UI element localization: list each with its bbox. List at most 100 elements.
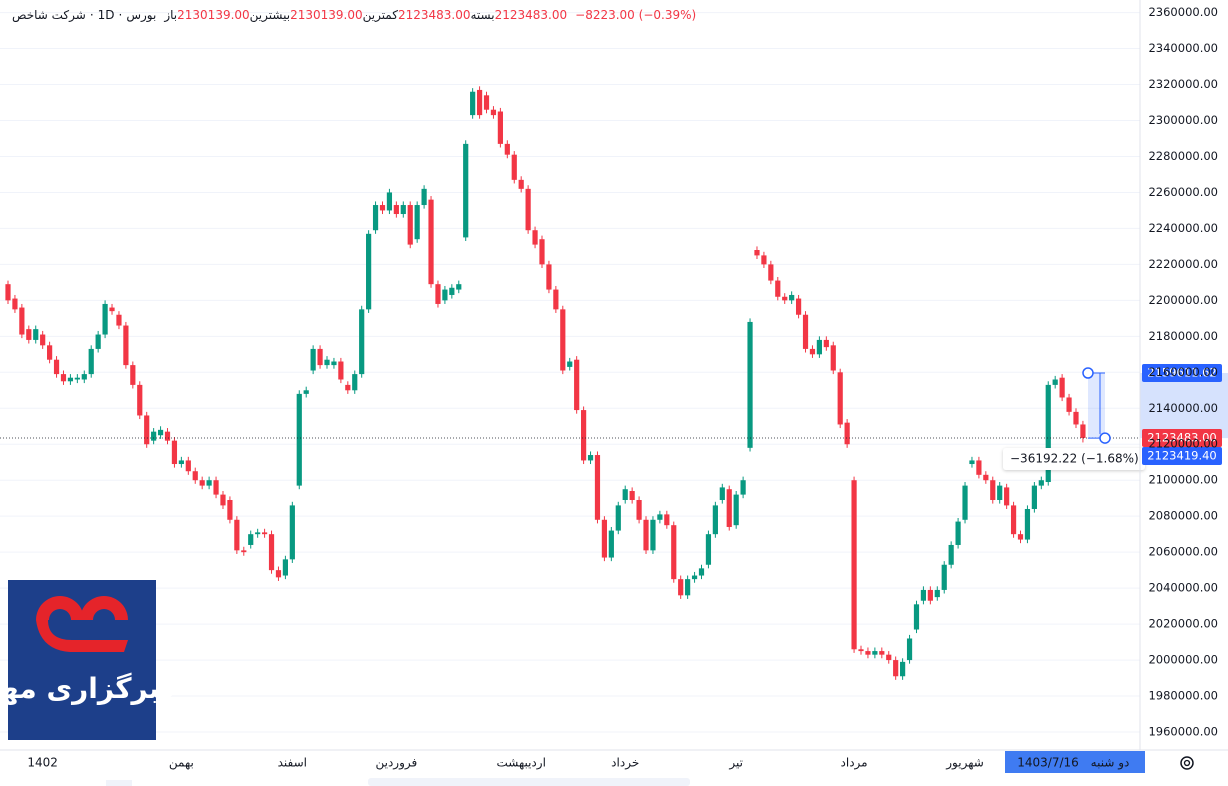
scroll-handle[interactable]	[106, 780, 132, 786]
y-tick-label: 2080000.00	[1148, 509, 1218, 523]
candle-body	[1045, 384, 1051, 483]
x-tick-label: اردیبهشت	[496, 756, 545, 771]
candle-body	[587, 455, 594, 461]
candle-body	[608, 530, 614, 558]
candle-body	[671, 525, 677, 580]
candle-body	[802, 314, 809, 349]
date-value: 1403/7/16	[1017, 756, 1079, 770]
settings-button[interactable]	[1180, 756, 1194, 770]
candle-body	[400, 205, 406, 215]
logo: خبرگزاری مهر	[0, 580, 181, 740]
candle-body	[969, 460, 975, 465]
candle-body	[241, 550, 247, 553]
candle-body	[643, 519, 649, 551]
open-value: 2130139.00	[177, 8, 250, 22]
candle-body	[421, 188, 427, 206]
candle-body	[268, 534, 275, 571]
candle-body	[844, 422, 850, 445]
candle-body	[685, 579, 691, 596]
candle-body	[553, 289, 559, 310]
candle-body	[12, 298, 18, 310]
candle-body	[33, 329, 39, 340]
candle-body	[26, 329, 32, 340]
candle-body	[310, 348, 316, 371]
x-tick-label: 1402	[27, 756, 58, 770]
y-tick-label: 2040000.00	[1148, 581, 1218, 595]
candle-body	[1038, 480, 1044, 486]
candle-body	[941, 564, 947, 590]
candle-body	[740, 480, 746, 495]
measure-handle	[1082, 367, 1094, 379]
y-tick-label: 2300000.00	[1148, 113, 1218, 127]
high-value: 2130139.00	[290, 8, 363, 22]
candle-body	[997, 485, 1003, 500]
candle-body	[490, 109, 497, 116]
candle-body	[650, 519, 656, 551]
candle-body	[678, 579, 684, 596]
y-tick-label: 2180000.00	[1148, 329, 1218, 343]
date-box	[1005, 751, 1145, 773]
candle-body	[976, 460, 982, 475]
candle-body	[317, 348, 323, 366]
candle-body	[990, 480, 996, 500]
y-tick-label: 2000000.00	[1148, 653, 1218, 667]
candle-body	[483, 95, 490, 110]
open-label: باز	[164, 8, 178, 22]
candle-body	[261, 532, 268, 535]
x-tick-label: تیر	[728, 756, 743, 771]
candle-body	[574, 359, 580, 411]
candle-body	[1031, 485, 1037, 509]
price-label: 2123419.40	[1147, 448, 1217, 462]
candle-body	[81, 374, 87, 380]
change-value: −8223.00 (−0.39%)	[575, 8, 697, 22]
candle-body	[345, 384, 351, 391]
y-tick-label: 2220000.00	[1148, 257, 1218, 271]
grid	[0, 12, 1140, 733]
y-tick-label: 1980000.00	[1148, 689, 1218, 703]
y-tick-label: 2280000.00	[1148, 149, 1218, 163]
candle-body	[1024, 508, 1031, 540]
candle-body	[303, 390, 309, 394]
candle-body	[234, 519, 240, 551]
candle-body	[470, 91, 476, 116]
measure-text: −36192.22 (−1.68%) −36	[1010, 452, 1168, 466]
candle-body	[1066, 397, 1072, 412]
scrollbar[interactable]	[368, 778, 690, 786]
candle-body	[1059, 377, 1065, 398]
candle-body	[407, 205, 413, 245]
candle-body	[463, 143, 469, 238]
candle-body	[206, 480, 212, 486]
candle-body	[456, 284, 462, 290]
y-tick-label: 2100000.00	[1148, 473, 1218, 487]
candle-body	[275, 570, 282, 578]
candle-body	[449, 287, 455, 295]
overlay: −36192.22 (−1.68%) −36 2159611.62 2123483.…	[0, 364, 1228, 470]
candle-body	[782, 296, 788, 301]
candle-body	[428, 199, 434, 285]
candle-body	[296, 393, 302, 486]
symbol-name: شرکت شاخص	[12, 8, 86, 22]
candle-body	[629, 491, 635, 500]
logo-text: خبرگزاری مهر	[0, 672, 181, 705]
candle-body	[192, 471, 198, 481]
candle-body	[372, 205, 379, 231]
y-tick-label: 2240000.00	[1148, 221, 1218, 235]
candle-body	[532, 230, 538, 245]
candle-body	[525, 188, 531, 231]
y-tick-label: 2060000.00	[1148, 545, 1218, 559]
candle-body	[47, 345, 53, 360]
candle-body	[60, 374, 67, 382]
candle-body	[213, 480, 219, 495]
candle-body	[324, 359, 330, 366]
candle-body	[712, 505, 718, 535]
candle-body	[900, 661, 906, 677]
candle-body	[795, 298, 802, 315]
x-tick-label: خرداد	[611, 756, 639, 771]
candle-body	[893, 660, 899, 677]
candle-body	[719, 487, 725, 500]
x-tick-label: بهمن	[169, 756, 194, 771]
candle-body	[171, 440, 178, 465]
candle-body	[698, 568, 705, 576]
candle-body	[539, 239, 545, 265]
